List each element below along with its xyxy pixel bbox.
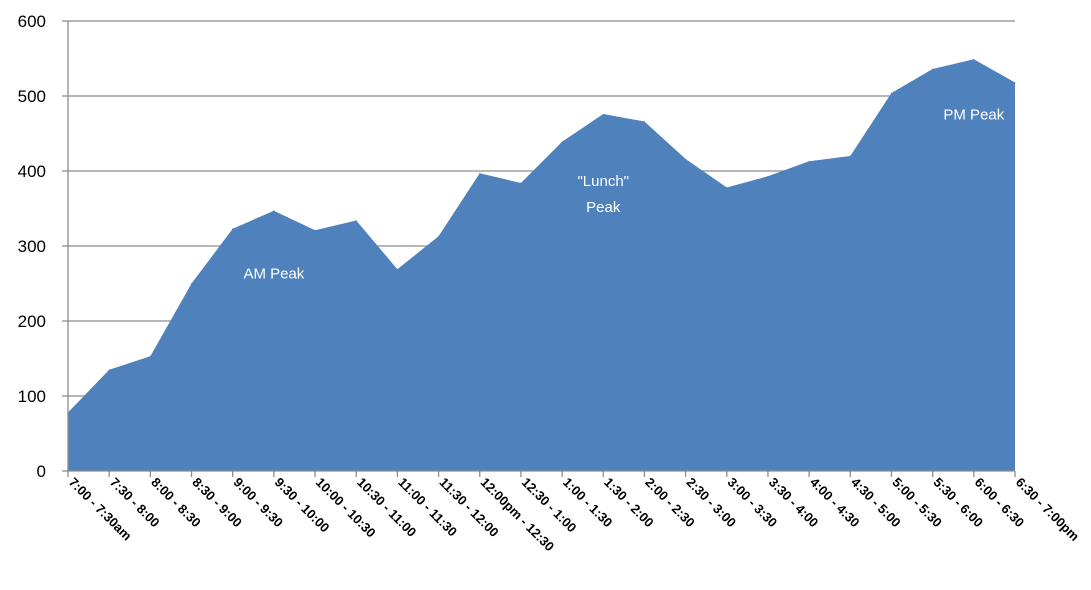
- data-point: [396, 268, 398, 270]
- data-point: [561, 141, 563, 143]
- data-point: [191, 283, 193, 284]
- data-point: [932, 68, 934, 70]
- y-tick-label: 600: [18, 12, 46, 31]
- data-point: [890, 92, 892, 94]
- data-point: [808, 160, 810, 162]
- data-point: [273, 210, 275, 212]
- data-point: [232, 228, 234, 230]
- area-fill: [68, 59, 1015, 471]
- data-point: [1014, 82, 1016, 83]
- y-tick-label: 200: [18, 312, 46, 331]
- data-point: [520, 182, 522, 184]
- data-point: [314, 229, 316, 231]
- data-point: [849, 155, 851, 157]
- x-tick-label: 12:00pm - 12:30: [478, 475, 558, 555]
- annotations: AM Peak "Lunch" Peak PM Peak: [243, 106, 1004, 282]
- y-tick-label: 400: [18, 162, 46, 181]
- annotation-label: PM Peak: [943, 106, 1004, 123]
- annotation-label: "Lunch" Peak: [577, 173, 629, 216]
- y-tick-labels: 0 100 200 300 400 500 600: [18, 12, 46, 481]
- data-point: [767, 175, 769, 177]
- y-tick-label: 100: [18, 387, 46, 406]
- data-point: [685, 158, 687, 160]
- data-point: [149, 355, 151, 357]
- y-tick-label: 0: [37, 462, 46, 481]
- data-point: [726, 187, 728, 188]
- area-series: [67, 58, 1016, 471]
- data-point: [479, 172, 481, 174]
- annotation-label: AM Peak: [243, 265, 304, 282]
- axes: [62, 20, 1016, 477]
- y-tick-label: 300: [18, 237, 46, 256]
- data-point: [643, 121, 645, 122]
- y-tick-label: 500: [18, 87, 46, 106]
- data-point: [355, 220, 357, 221]
- data-point: [602, 113, 604, 115]
- data-point: [973, 58, 975, 60]
- x-tick-label: 6:30 - 7:00pm: [1013, 475, 1082, 544]
- data-point: [108, 369, 110, 371]
- data-point: [438, 235, 440, 237]
